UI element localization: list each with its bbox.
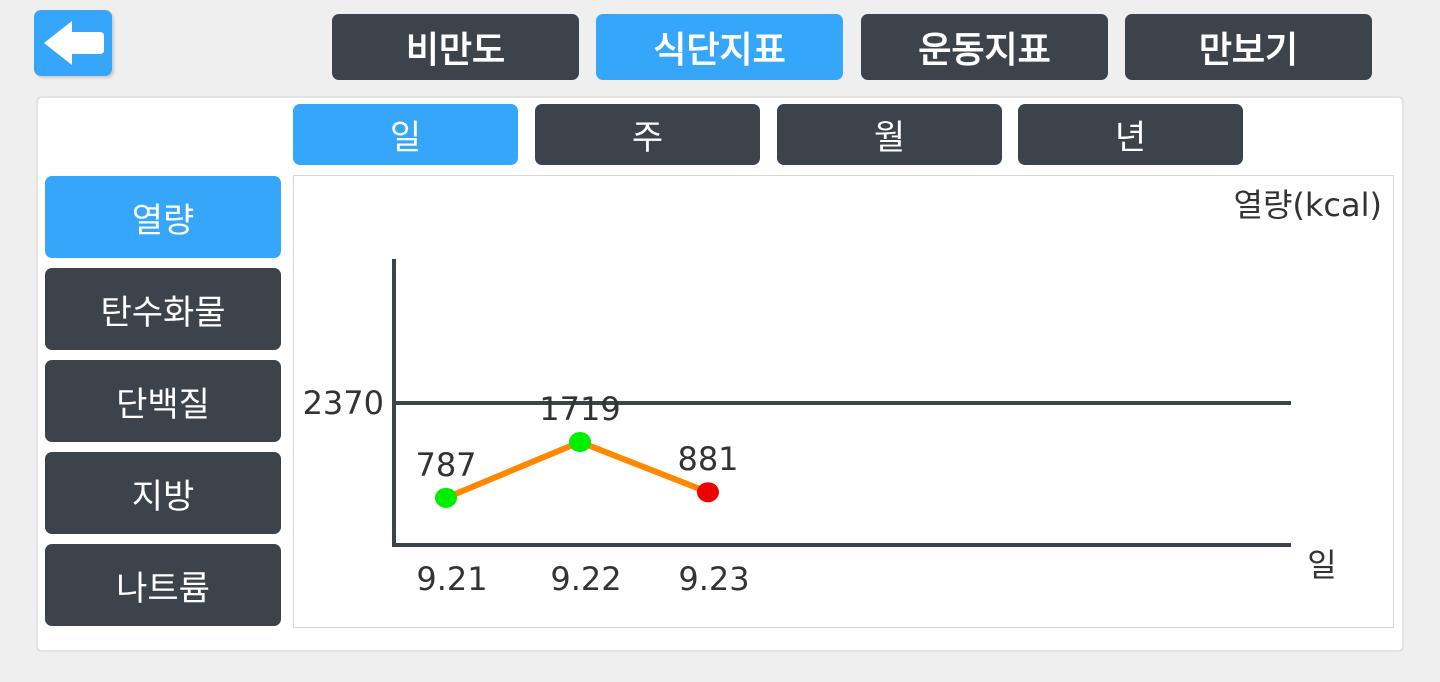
x-axis-label: 일 xyxy=(1307,546,1336,584)
calorie-chart: 열량(kcal) 일 2370 787 9.21 1719 9.22 881 9.23 xyxy=(293,175,1394,628)
data-label: 1719 xyxy=(539,390,620,428)
x-tick-label: 9.22 xyxy=(550,560,621,598)
data-point xyxy=(435,487,457,508)
data-point xyxy=(569,432,591,453)
data-label: 881 xyxy=(677,440,738,478)
tab-day[interactable]: 일 xyxy=(293,104,518,165)
tab-exercise-index[interactable]: 운동지표 xyxy=(861,14,1108,80)
data-label: 787 xyxy=(415,446,476,484)
tab-obesity[interactable]: 비만도 xyxy=(332,14,579,80)
nutrient-carbohydrate[interactable]: 탄수화물 xyxy=(45,268,281,350)
nutrient-fat[interactable]: 지방 xyxy=(45,452,281,534)
back-button[interactable] xyxy=(34,10,112,76)
nutrient-calories[interactable]: 열량 xyxy=(45,176,281,258)
x-tick-label: 9.23 xyxy=(678,560,749,598)
arrow-left-icon xyxy=(44,21,104,65)
data-point xyxy=(697,482,719,503)
y-axis-label: 열량(kcal) xyxy=(1234,186,1382,224)
tab-pedometer[interactable]: 만보기 xyxy=(1125,14,1372,80)
tab-year[interactable]: 년 xyxy=(1018,104,1243,165)
x-tick-label: 9.21 xyxy=(416,560,487,598)
tab-week[interactable]: 주 xyxy=(535,104,760,165)
tab-diet-index[interactable]: 식단지표 xyxy=(596,14,843,80)
reference-label: 2370 xyxy=(303,384,384,422)
tab-month[interactable]: 월 xyxy=(777,104,1002,165)
nutrient-protein[interactable]: 단백질 xyxy=(45,360,281,442)
nutrient-sodium[interactable]: 나트륨 xyxy=(45,544,281,626)
